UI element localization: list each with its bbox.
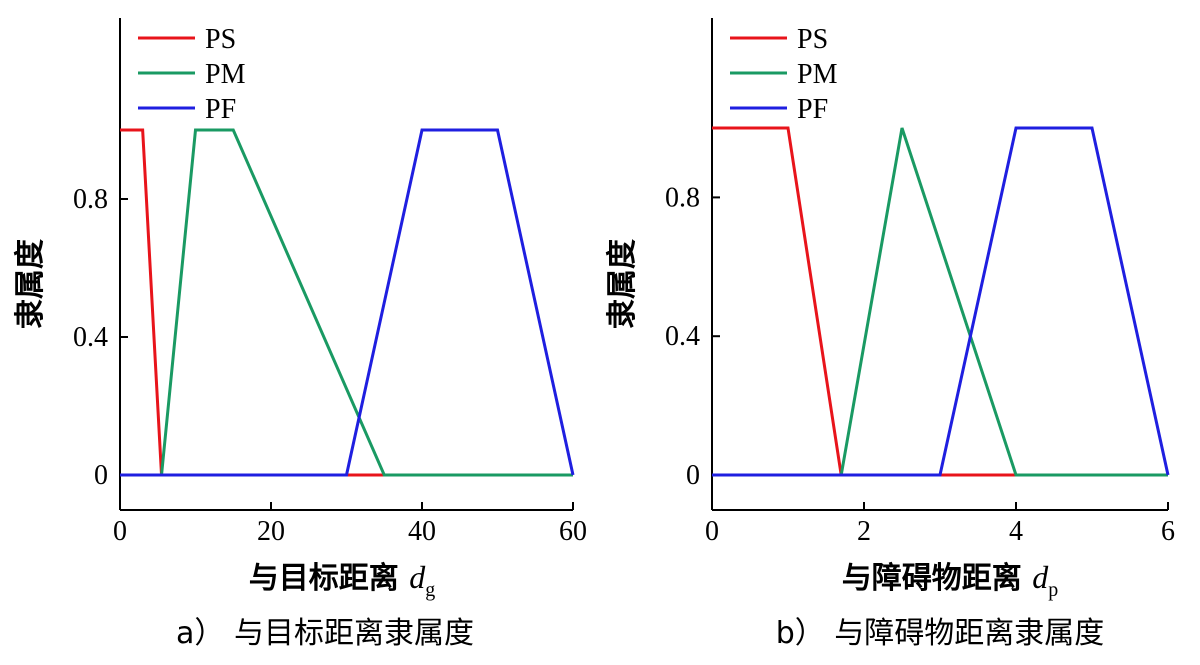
x-tick-label: 40 [408,516,436,547]
y-tick-label: 0 [686,460,700,491]
series-line-pf [712,126,1170,477]
x-tick-label: 60 [559,516,587,547]
x-axis-label: 与目标距离 dg [249,559,435,601]
x-tick-label: 0 [705,516,719,547]
legend-label-ps: PS [205,24,236,55]
y-tick-label: 0 [94,460,108,491]
y-tick-label: 0.8 [73,184,108,215]
y-axis-label: 隶属度 [605,239,640,329]
x-tick-label: 6 [1161,516,1175,547]
y-tick-label: 0.4 [73,322,108,353]
legend-label-ps: PS [797,24,828,55]
panel-caption: a） 与目标距离隶属度 [176,616,474,651]
legend-label-pm: PM [205,59,246,90]
series-line-ps [120,128,385,477]
y-tick-label: 0.4 [665,321,700,352]
legend-label-pm: PM [797,59,838,90]
legend-label-pf: PF [205,94,236,125]
x-tick-label: 20 [257,516,285,547]
y-axis-label: 隶属度 [13,239,48,329]
x-axis-label: 与障碍物距离 dp [842,559,1058,601]
legend-label-pf: PF [797,94,828,125]
x-tick-label: 2 [857,516,871,547]
x-tick-label: 4 [1009,516,1023,547]
y-tick-label: 0.8 [665,182,700,213]
panel-caption: b） 与障碍物距离隶属度 [776,616,1105,651]
series-line-pf [120,128,575,477]
series-line-pm [712,127,1168,477]
x-tick-label: 0 [113,516,127,547]
series-line-pm [120,128,573,477]
series-line-ps [712,126,1016,477]
